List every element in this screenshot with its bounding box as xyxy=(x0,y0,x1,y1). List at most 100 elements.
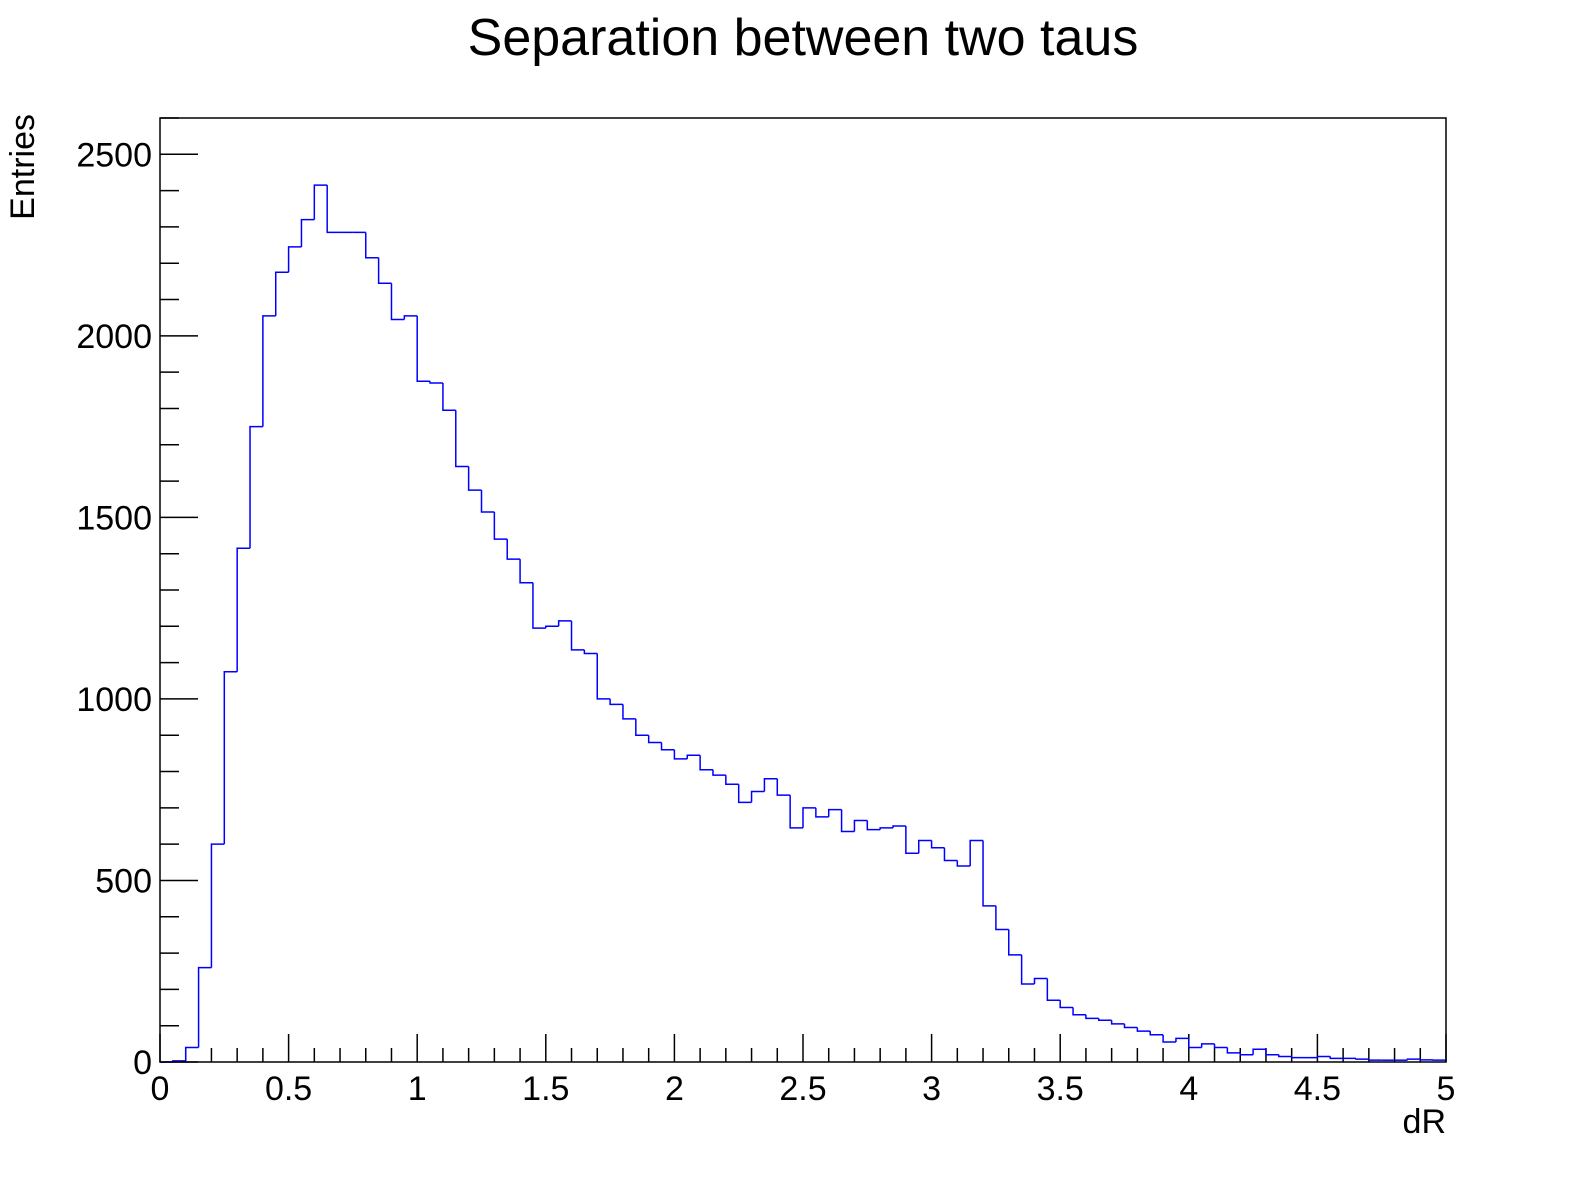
histogram-bin xyxy=(636,719,649,735)
histogram-bin xyxy=(469,467,482,491)
histogram-bin xyxy=(1227,1047,1240,1052)
x-tick-label: 0.5 xyxy=(265,1070,312,1108)
histogram-bin xyxy=(1253,1049,1266,1054)
x-tick-label: 3 xyxy=(922,1070,941,1108)
histogram-bin xyxy=(507,539,520,559)
histogram-bin xyxy=(1022,955,1035,984)
histogram-bin xyxy=(739,784,752,802)
histogram-bin xyxy=(237,548,250,671)
histogram-bin xyxy=(842,810,855,832)
histogram-bin xyxy=(1202,1044,1215,1048)
x-tick-label: 3.5 xyxy=(1037,1070,1084,1108)
histogram-bin xyxy=(1279,1055,1292,1057)
histogram-bin xyxy=(314,185,327,219)
histogram-bin xyxy=(906,826,919,853)
histogram-bin xyxy=(1073,1008,1086,1015)
x-axis-title: dR xyxy=(1403,1103,1446,1141)
histogram-bin xyxy=(752,792,765,803)
histogram-bin xyxy=(1009,929,1022,954)
histogram-bin xyxy=(687,755,700,759)
x-tick-label: 4 xyxy=(1179,1070,1198,1108)
histogram-bin xyxy=(327,185,340,232)
y-axis-title: Entries xyxy=(4,114,42,220)
histogram-bin xyxy=(559,621,572,626)
x-tick-label: 1.5 xyxy=(522,1070,569,1108)
histogram-bin xyxy=(1240,1053,1253,1055)
histogram-bin xyxy=(764,779,777,792)
histogram-bin xyxy=(533,583,546,628)
y-tick-label: 1500 xyxy=(76,499,152,537)
histogram-bin xyxy=(289,247,302,272)
plot-frame xyxy=(160,118,1446,1062)
histogram-bin xyxy=(1150,1031,1163,1035)
histogram-bin xyxy=(572,621,585,650)
histogram-bin xyxy=(983,841,996,906)
histogram-bin xyxy=(391,283,404,319)
histogram-bin xyxy=(417,316,430,381)
histogram-bin xyxy=(1369,1059,1382,1060)
histogram-bin xyxy=(1292,1057,1305,1058)
histogram-bin xyxy=(700,755,713,770)
histogram-bin xyxy=(726,775,739,784)
histogram-bin xyxy=(199,968,212,1048)
histogram-bin xyxy=(1420,1059,1433,1060)
histogram-bin xyxy=(1112,1020,1125,1024)
histogram-bin xyxy=(276,272,289,316)
x-tick-label: 2.5 xyxy=(779,1070,826,1108)
histogram-bin xyxy=(1137,1028,1150,1032)
histogram-bin xyxy=(957,860,970,865)
histogram-bin xyxy=(880,828,893,830)
histogram-bin xyxy=(1034,978,1047,983)
chart-title: Separation between two taus xyxy=(468,9,1139,67)
histogram-bin xyxy=(674,750,687,759)
histogram-bin xyxy=(662,742,675,749)
histogram-bin xyxy=(919,841,932,854)
y-tick-label: 0 xyxy=(133,1044,152,1082)
histogram-bin xyxy=(1266,1049,1279,1054)
histogram-bin xyxy=(1060,1000,1073,1007)
histogram-bin xyxy=(790,795,803,828)
histogram-bin xyxy=(713,770,726,775)
histogram-bin xyxy=(366,232,379,257)
histogram-bin xyxy=(970,841,983,866)
histogram-bin xyxy=(1317,1057,1330,1058)
histogram-bin xyxy=(1047,978,1060,1000)
y-tick-label: 500 xyxy=(95,862,152,900)
histogram-bin xyxy=(623,704,636,719)
histogram-bin xyxy=(263,316,276,427)
histogram-bin xyxy=(1215,1044,1228,1048)
histogram-bin xyxy=(520,559,533,583)
histogram-bin xyxy=(803,808,816,828)
histogram-bin xyxy=(816,808,829,817)
histogram-bin xyxy=(893,826,906,828)
x-tick-label: 4.5 xyxy=(1294,1070,1341,1108)
histogram-bin xyxy=(546,626,559,628)
histogram-bin xyxy=(482,490,495,512)
x-tick-label: 2 xyxy=(665,1070,684,1108)
histogram-bin xyxy=(430,381,443,383)
histogram-bin xyxy=(224,672,237,844)
histogram-bin xyxy=(379,258,392,283)
histogram-bin xyxy=(1125,1024,1138,1028)
y-tick-label: 2000 xyxy=(76,318,152,356)
histogram-bin xyxy=(829,810,842,817)
histogram-bin xyxy=(1330,1057,1343,1059)
histogram-bin xyxy=(301,220,314,247)
histogram-bin xyxy=(854,821,867,832)
histogram-bin xyxy=(584,650,597,654)
histogram-bin xyxy=(211,844,224,967)
histogram-bin xyxy=(932,841,945,848)
histogram-bin xyxy=(597,654,610,699)
histogram-bin xyxy=(1099,1018,1112,1020)
x-tick-label: 5 xyxy=(1437,1070,1456,1108)
histogram-bin xyxy=(1176,1038,1189,1042)
histogram-bin xyxy=(456,410,469,466)
histogram-bin xyxy=(649,735,662,742)
x-tick-label: 0 xyxy=(151,1070,170,1108)
histogram-bin xyxy=(1407,1059,1420,1060)
y-tick-label: 2500 xyxy=(76,136,152,174)
histogram-series xyxy=(160,185,1446,1062)
histogram-bin xyxy=(777,779,790,795)
